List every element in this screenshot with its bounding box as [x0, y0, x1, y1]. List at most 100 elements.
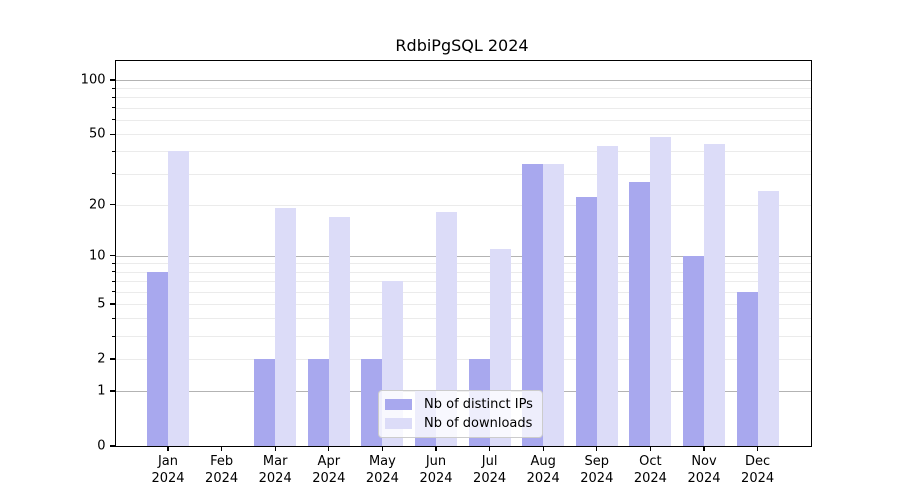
y-tick-minor-20: [111, 204, 115, 206]
x-tick-label-dec: Dec 2024: [726, 453, 790, 487]
gridline-minor-6: [115, 291, 811, 293]
legend-label-distinct-ips: Nb of distinct IPs: [424, 397, 533, 412]
y-tick-1: [109, 390, 115, 392]
x-tick-month: Dec: [745, 454, 771, 469]
x-tick-month: Sep: [584, 454, 610, 469]
legend-swatch-downloads: [385, 418, 412, 429]
x-tick-year: 2024: [151, 471, 185, 486]
gridline-major-100: [115, 79, 811, 81]
x-tick-month: Aug: [530, 454, 556, 469]
y-tick-minor-50: [111, 133, 115, 135]
x-tick-month: Nov: [691, 454, 717, 469]
x-tick-nov: [703, 446, 705, 451]
bar-distinct-ips-nov: [683, 255, 704, 446]
x-tick-month: May: [368, 454, 396, 469]
gridline-minor-30: [115, 173, 811, 175]
x-tick-label-apr: Apr 2024: [297, 453, 361, 487]
x-tick-year: 2024: [419, 471, 453, 486]
bar-downloads-jun: [436, 212, 457, 446]
x-tick-jul: [488, 446, 491, 451]
gridline-minor-80: [115, 97, 811, 99]
x-tick-year: 2024: [205, 471, 239, 486]
y-tick-minor-6: [111, 291, 115, 293]
bar-downloads-jan: [168, 151, 189, 446]
bar-distinct-ips-apr: [307, 358, 329, 446]
x-tick-year: 2024: [580, 471, 614, 486]
bar-distinct-ips-may: [361, 358, 383, 446]
x-tick-feb: [220, 446, 223, 451]
gridline-minor-70: [115, 107, 811, 109]
gridline-major-10: [115, 255, 811, 257]
bar-downloads-mar: [275, 208, 297, 446]
bar-distinct-ips-aug: [522, 164, 544, 446]
gridline-minor-2: [115, 358, 811, 360]
y-tick-label-1: 1: [97, 383, 106, 399]
x-tick-year: 2024: [633, 471, 667, 486]
legend-label-downloads: Nb of downloads: [424, 416, 533, 431]
x-tick-month: Feb: [210, 454, 234, 469]
x-tick-month: Jun: [425, 454, 447, 469]
y-tick-minor-80: [111, 96, 115, 98]
x-tick-apr: [328, 446, 330, 451]
y-tick-minor-8: [111, 271, 115, 273]
gridline-minor-60: [115, 119, 811, 121]
bar-downloads-oct: [650, 137, 672, 446]
x-tick-label-feb: Feb 2024: [190, 453, 254, 487]
y-tick-minor-5: [111, 303, 115, 305]
x-tick-month: Apr: [317, 454, 341, 469]
x-tick-label-mar: Mar 2024: [243, 453, 307, 487]
y-tick-100: [109, 79, 115, 81]
y-tick-label-0: 0: [97, 438, 106, 454]
bar-distinct-ips-jan: [147, 271, 168, 446]
x-tick-label-jul: Jul 2024: [458, 453, 522, 487]
y-tick-minor-40: [111, 150, 115, 152]
x-tick-year: 2024: [687, 471, 721, 486]
y-tick-minor-7: [111, 280, 115, 282]
y-tick-label-5: 5: [97, 296, 106, 312]
x-tick-sep: [596, 446, 598, 451]
gridline-minor-40: [115, 151, 811, 153]
gridline-minor-7: [115, 281, 811, 283]
bar-downloads-nov: [704, 144, 725, 446]
gridline-minor-3: [115, 336, 811, 338]
x-tick-year: 2024: [741, 471, 775, 486]
x-tick-year: 2024: [473, 471, 507, 486]
x-tick-may: [381, 446, 384, 451]
legend-row-downloads: Nb of downloads: [385, 417, 536, 430]
gridline-minor-4: [115, 318, 811, 320]
bar-distinct-ips-sep: [575, 197, 597, 446]
bar-distinct-ips-mar: [254, 358, 276, 446]
y-tick-label-20: 20: [88, 197, 106, 213]
bar-downloads-aug: [543, 164, 565, 446]
bar-distinct-ips-oct: [629, 181, 651, 446]
y-tick-label-50: 50: [88, 126, 106, 142]
x-tick-year: 2024: [258, 471, 292, 486]
y-tick-minor-9: [111, 262, 115, 264]
gridline-minor-20: [115, 204, 811, 206]
bar-distinct-ips-dec: [736, 291, 758, 446]
x-tick-label-nov: Nov 2024: [672, 453, 736, 487]
y-tick-minor-2: [111, 358, 115, 360]
x-tick-month: Jul: [481, 454, 498, 469]
y-tick-minor-60: [111, 119, 115, 121]
y-tick-minor-4: [111, 317, 115, 319]
x-tick-aug: [542, 446, 544, 451]
y-tick-minor-70: [111, 107, 115, 109]
y-tick-10: [109, 255, 115, 257]
x-tick-year: 2024: [365, 471, 399, 486]
x-tick-label-jan: Jan 2024: [136, 453, 200, 487]
bar-downloads-sep: [596, 145, 618, 446]
x-tick-month: Oct: [639, 454, 662, 469]
bar-downloads-dec: [757, 190, 779, 446]
y-tick-minor-90: [111, 87, 115, 89]
y-tick-0: [109, 445, 115, 447]
gridline-minor-9: [115, 263, 811, 265]
gridline-minor-8: [115, 271, 811, 273]
y-tick-label-100: 100: [80, 72, 106, 88]
legend-row-distinct-ips: Nb of distinct IPs: [385, 398, 536, 411]
y-tick-minor-3: [111, 335, 115, 337]
y-tick-label-10: 10: [88, 248, 106, 264]
y-tick-label-2: 2: [97, 351, 106, 367]
x-tick-label-oct: Oct 2024: [618, 453, 682, 487]
